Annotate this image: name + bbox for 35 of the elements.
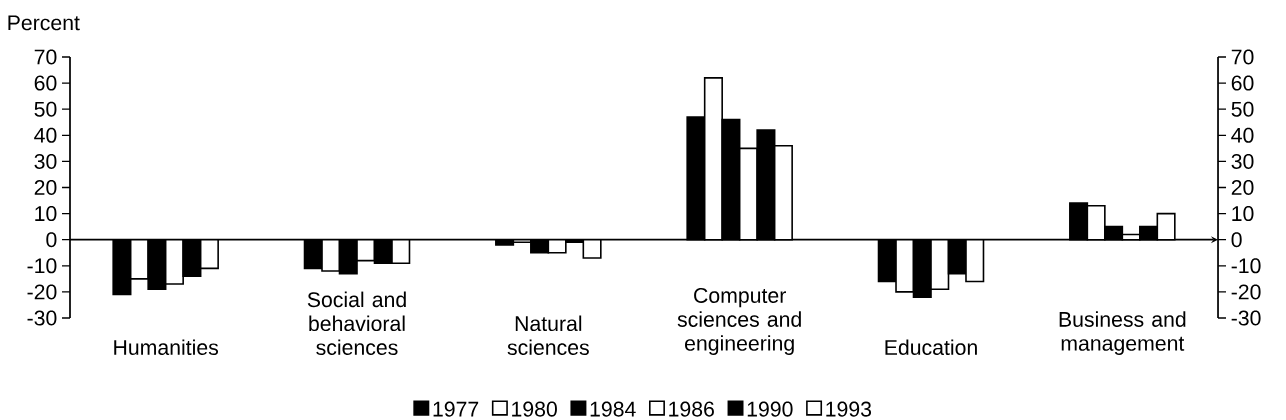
y-tick-label: -10 [27,258,57,274]
y2-tick-label: 20 [1231,179,1254,196]
y2-tick-label: 40 [1231,127,1254,143]
y2-tick-label: 0 [1231,232,1242,248]
legend-label: 1990 [747,401,793,417]
legend-label: 1977 [433,401,479,417]
legend-label: 1993 [826,401,872,417]
y2-tick-label: -30 [1231,310,1261,326]
y-tick-label: 70 [34,49,57,65]
legend-label: 1986 [669,401,714,417]
x-tick-label: Natural sciences [507,315,589,356]
y2-tick-label: 10 [1232,206,1254,222]
x-tick-label: Business and management [1059,311,1186,356]
legend-label: 1984 [590,401,636,417]
y-tick-label: 40 [34,127,57,143]
y2-tick-label: 70 [1231,49,1254,65]
y2-tick-label: 30 [1231,153,1254,169]
x-tick-label: Education [885,339,977,356]
x-tick-label: Social and behavioral sciences [307,291,406,356]
y-axis-title: Percent [8,15,80,31]
y2-tick-label: 60 [1231,75,1254,91]
y-tick-label: 20 [34,179,57,196]
y-tick-label: 30 [34,153,57,169]
y2-tick-label: -20 [1231,284,1261,300]
y-tick-label: 0 [46,232,57,248]
legend-label: 1980 [512,401,557,417]
y-tick-label: 60 [34,75,57,91]
x-tick-label: Computer sciences and engineering [677,287,801,356]
y-tick-label: -30 [27,310,57,326]
x-tick-label: Humanities [114,339,219,356]
y-tick-label: 10 [35,206,57,222]
y2-tick-label: -10 [1231,258,1261,274]
y-tick-label: -20 [27,284,57,300]
y-tick-label: 50 [34,101,57,117]
y2-tick-label: 50 [1231,101,1254,117]
